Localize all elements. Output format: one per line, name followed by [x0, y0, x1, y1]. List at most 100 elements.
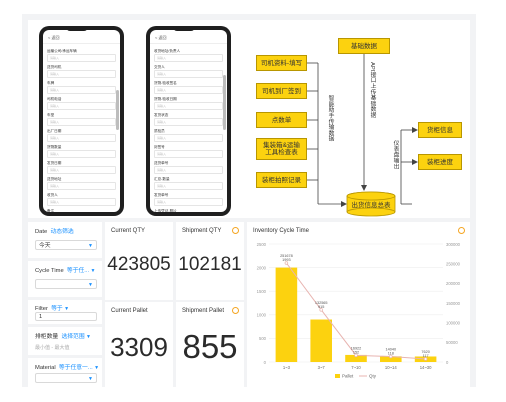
bar-data-label: 152 — [353, 350, 359, 354]
inventory-cycle-chart: 0 500 1000 1500 2000 2500 0 50000 100000 150000 20… — [257, 242, 461, 379]
flow-point-form: 点数单 — [256, 112, 307, 128]
label-dashboard-out: 仪表盘输出 — [392, 140, 398, 169]
form-field-input[interactable]: 请输入 — [154, 166, 223, 174]
form-field-input[interactable]: 请输入 — [154, 70, 223, 78]
kpi-card-current-qty: Current QTY 423805 — [105, 222, 173, 300]
range-filter-label: 排柜数量 选择范围 ▼ — [35, 331, 91, 340]
range-inputs[interactable]: 最小值 - 最大值 — [35, 344, 69, 351]
form-rows: 收货地址/负责人 请输入 交货人 请输入 货物-验收签名 请输入 货物-验收日期 请输入 发货状… — [150, 44, 227, 212]
range-mode[interactable]: 选择范围 — [61, 334, 85, 340]
legend-label-pallet: Pallet — [342, 374, 354, 379]
back-link[interactable]: < 返回 — [43, 30, 120, 44]
cycle-label: Cycle Time — [35, 268, 64, 274]
back-link[interactable]: < 返回 — [150, 30, 227, 44]
form-field-input[interactable]: 请输入 — [154, 102, 223, 110]
form-field-input[interactable]: 请输入 — [47, 166, 116, 174]
form-field-input[interactable]: 请输入 — [154, 54, 223, 62]
form-field-input[interactable]: 请输入 — [47, 134, 116, 142]
form-field-input[interactable]: 请输入 — [47, 118, 116, 126]
form-field-input[interactable]: 请输入 — [154, 86, 223, 94]
date-mode[interactable]: 动态筛选 — [50, 229, 74, 235]
scrollbar[interactable] — [116, 90, 119, 130]
kpi-value: 102181 — [178, 254, 242, 275]
line-point — [284, 261, 289, 265]
phone-mockup-driver-form: < 返回 运输公司/承运车辆 请输入 送货司机 请输入 车牌 请输入 司机电话 请输入 车型 请输… — [39, 26, 124, 216]
y-tick-label-right: 150000 — [446, 301, 461, 306]
summary-cylinder — [346, 191, 396, 217]
x-tick-label: 3~7 — [318, 365, 326, 370]
form-field-label: 车型 — [47, 113, 55, 117]
kpi-value: 3309 — [110, 332, 168, 362]
form-field-label: 交货人 — [154, 65, 165, 69]
range-max: 最大值 — [54, 345, 70, 351]
date-select[interactable]: 今天 ▼ — [35, 240, 97, 250]
chevron-down-icon: ▼ — [88, 376, 93, 382]
material-label: Material — [35, 365, 56, 371]
legend-label-qty: Qty — [369, 374, 377, 379]
scrollbar[interactable] — [223, 75, 226, 130]
flow-container-check: 集装箱&运输工具检查表 — [256, 138, 307, 160]
legend-swatch-pallet — [335, 374, 340, 378]
form-field-input[interactable]: 请输入 — [47, 70, 116, 78]
flow-goods-info: 货柜信息 — [418, 122, 462, 138]
form-field-input[interactable]: 请输入 — [47, 102, 116, 110]
flow-shipment-summary: 出货信息总表 — [351, 202, 391, 209]
filter-label: Filter — [35, 306, 48, 312]
label-smart-assist: 智能助手传输数据 — [327, 95, 333, 142]
form-field-input[interactable]: 请输入 — [154, 198, 223, 206]
chevron-down-icon: ▼ — [89, 268, 96, 274]
form-field-label: 收货人 — [47, 193, 58, 197]
bar-data-label: 117 — [423, 354, 429, 358]
material-select[interactable]: ▼ — [35, 373, 97, 383]
date-filter-label: Date 动态筛选 — [35, 226, 74, 235]
date-label: Date — [35, 229, 48, 235]
filter-input[interactable]: 1 — [35, 312, 97, 321]
form-field-input[interactable]: 请输入 — [154, 182, 223, 190]
material-mode[interactable]: 等于任意一... — [58, 365, 93, 371]
bar-data-label: 118 — [388, 351, 394, 355]
filter-card-material: Material 等于任意一... ▼ ▼ — [28, 358, 102, 387]
kpi-card-shipment-pallet: Shipment Pallet 855 — [176, 302, 244, 387]
form-field-label: 运输公司/承运车辆 — [47, 49, 77, 53]
kpi-value: 855 — [182, 328, 238, 365]
x-tick-label: 7~10 — [351, 365, 361, 370]
kpi-title: Current Pallet — [111, 308, 148, 314]
info-icon[interactable] — [458, 227, 465, 234]
cycle-select[interactable]: ▼ — [35, 279, 97, 289]
filter-card-filter: Filter 等于 ▼ 1 — [28, 300, 102, 324]
phone-screen: < 返回 运输公司/承运车辆 请输入 送货司机 请输入 车牌 请输入 司机电话 请输入 车型 请输… — [43, 30, 120, 212]
form-field-input[interactable]: 请输入 — [47, 198, 116, 206]
line-data-label: 132565 — [315, 301, 328, 305]
bar-data-label: 1993 — [282, 258, 290, 262]
y-tick-label-left: 500 — [259, 336, 267, 341]
form-field-input[interactable]: 请输入 — [154, 118, 223, 126]
cycle-filter-label: Cycle Time 等于任... ▼ — [35, 265, 95, 274]
form-field-input[interactable]: 请输入 — [154, 134, 223, 142]
form-field-input[interactable]: 请输入 — [47, 54, 116, 62]
filter-value: 1 — [39, 314, 43, 320]
label-api-upload: API接口上传基础数据 — [369, 62, 375, 118]
line-point — [389, 354, 393, 359]
form-rows: 运输公司/承运车辆 请输入 送货司机 请输入 车牌 请输入 司机电话 请输入 车型 请输入 出厂日期… — [43, 44, 120, 212]
filter-filter-label: Filter 等于 ▼ — [35, 303, 69, 312]
flow-base-data: 基础数据 — [338, 38, 390, 54]
form-field-label: 发货状态 — [154, 113, 169, 117]
info-icon[interactable] — [232, 307, 239, 314]
form-field-input[interactable]: 请输入 — [47, 150, 116, 158]
form-field-input[interactable]: 请输入 — [47, 182, 116, 190]
form-field-input[interactable]: 请输入 — [154, 150, 223, 158]
bar — [275, 267, 298, 362]
info-icon[interactable] — [232, 227, 239, 234]
form-field-label: 封签号 — [154, 145, 165, 149]
y-tick-label-left: 2500 — [257, 242, 267, 247]
flow-photo-record: 装柜拍照记录 — [256, 172, 307, 188]
filter-mode[interactable]: 等于 — [51, 306, 63, 312]
y-tick-label-right: 0 — [446, 360, 449, 365]
y-tick-label-left: 2000 — [257, 265, 267, 270]
form-field-input[interactable]: 请输入 — [47, 86, 116, 94]
x-tick-label: 10~14 — [385, 365, 397, 370]
range-min: 最小值 — [35, 345, 51, 351]
line-point — [319, 308, 323, 312]
series-line-qty — [285, 262, 426, 360]
cycle-mode[interactable]: 等于任... — [66, 268, 90, 274]
